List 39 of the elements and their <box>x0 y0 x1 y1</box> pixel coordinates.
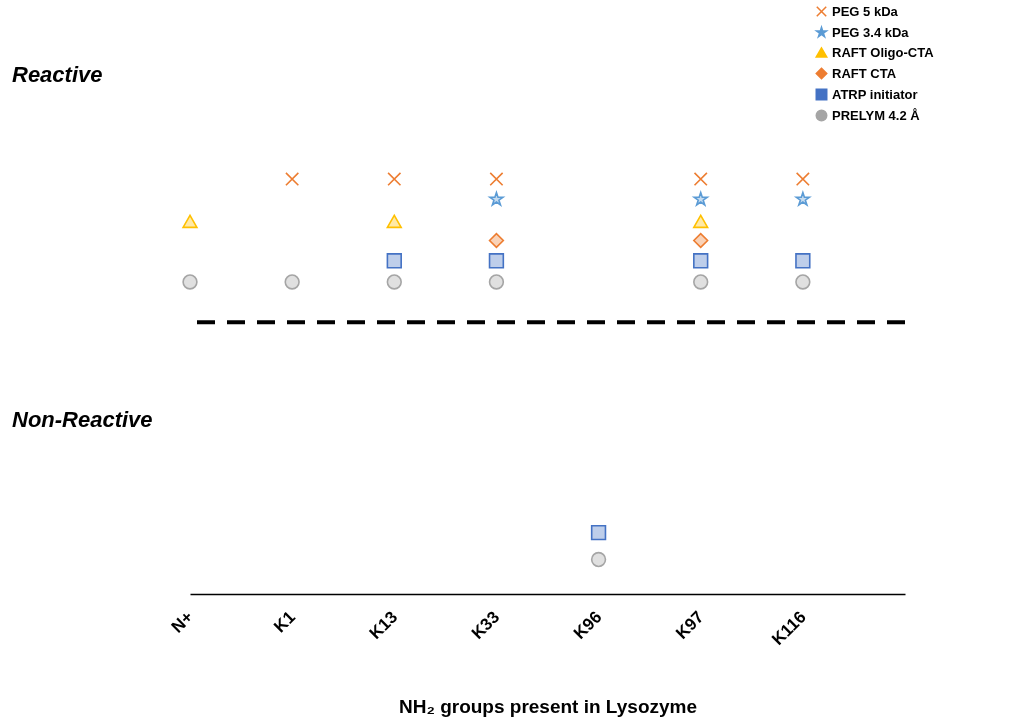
point <box>488 253 505 269</box>
legend-label: PRELYM 4.2 Å <box>832 107 921 123</box>
text: Reactive <box>12 62 103 89</box>
point <box>284 274 300 290</box>
point <box>488 232 505 249</box>
x-tick-label: K33 <box>467 607 504 643</box>
point <box>182 274 198 290</box>
point <box>693 214 709 229</box>
point <box>182 214 198 229</box>
x-axis-title: NH₂ groups present in Lysozyme <box>398 696 698 718</box>
point <box>488 274 505 290</box>
point <box>590 524 607 541</box>
x-tick-label: K13 <box>365 607 402 643</box>
x-tick-label: K1 <box>270 607 300 637</box>
point <box>489 172 504 187</box>
point <box>590 551 607 568</box>
text: Non-Reactive <box>12 407 153 434</box>
point <box>693 274 709 290</box>
point <box>693 232 709 249</box>
point <box>386 253 402 269</box>
point <box>795 253 811 269</box>
point <box>386 274 402 290</box>
legend-label: RAFT CTA <box>832 65 897 81</box>
legend-label: RAFT Oligo-CTA <box>832 44 935 60</box>
point <box>795 191 811 206</box>
legend-label: ATRP initiator <box>832 86 918 102</box>
point <box>693 172 708 187</box>
x-tick-label: K96 <box>569 607 606 643</box>
point <box>795 274 811 290</box>
legend-label: PEG 5 kDa <box>832 3 899 19</box>
point <box>489 191 504 206</box>
point <box>693 191 709 206</box>
point <box>693 253 709 269</box>
point <box>387 172 402 187</box>
point <box>795 172 810 187</box>
point <box>386 214 402 229</box>
x-tick-label: N+ <box>167 607 197 637</box>
point <box>285 172 300 187</box>
legend-label: PEG 3.4 kDa <box>832 24 910 40</box>
